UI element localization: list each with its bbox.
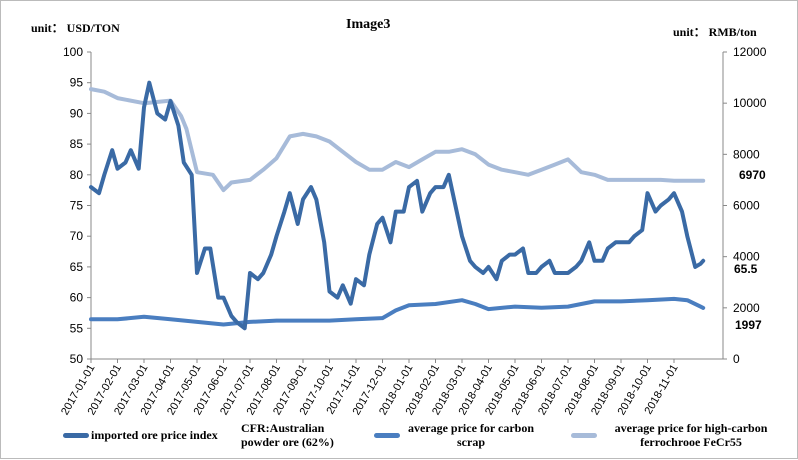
legend-ferro: average price for high-carbon ferrochroo… [614, 421, 768, 449]
chart-title: Image3 [346, 17, 391, 32]
left-tick-label: 70 [70, 229, 84, 243]
left-tick-label: 65 [70, 260, 84, 274]
legend-ore: imported ore price index [91, 428, 218, 442]
series-line-0 [89, 80, 706, 331]
series-line-1 [89, 296, 706, 327]
right-unit-label: unit： RMB/ton [673, 25, 757, 39]
left-tick-label: 80 [70, 168, 84, 182]
left-tick-label: 85 [70, 137, 84, 151]
legend-ore-extra: CFR:Australian powder ore (62%) [241, 421, 334, 449]
legend-swatch-scrap [374, 433, 400, 438]
left-tick-label: 50 [70, 352, 84, 366]
legend-swatch-ore [63, 433, 89, 438]
left-tick-label: 75 [70, 199, 84, 213]
legend-swatch-ferro [571, 433, 597, 438]
left-tick-label: 60 [70, 291, 84, 305]
right-tick-label: 8000 [733, 147, 760, 161]
right-tick-label: 2000 [733, 301, 760, 315]
end-label-scrap: 1997 [735, 318, 762, 332]
right-tick-label: 12000 [733, 45, 767, 59]
end-label-ferro: 6970 [739, 168, 766, 182]
series-line-2 [89, 87, 706, 193]
right-tick-label: 4000 [733, 250, 760, 264]
left-tick-label: 95 [70, 76, 84, 90]
right-tick-label: 10000 [733, 96, 767, 110]
left-unit-label: unit： USD/TON [31, 21, 120, 35]
legend-scrap: average price for carbon scrap [407, 421, 535, 449]
left-tick-label: 90 [70, 106, 84, 120]
left-tick-label: 100 [63, 45, 83, 59]
left-tick-label: 55 [70, 321, 84, 335]
end-label-ore: 65.5 [734, 262, 758, 276]
right-tick-label: 0 [733, 352, 740, 366]
right-tick-label: 6000 [733, 199, 760, 213]
